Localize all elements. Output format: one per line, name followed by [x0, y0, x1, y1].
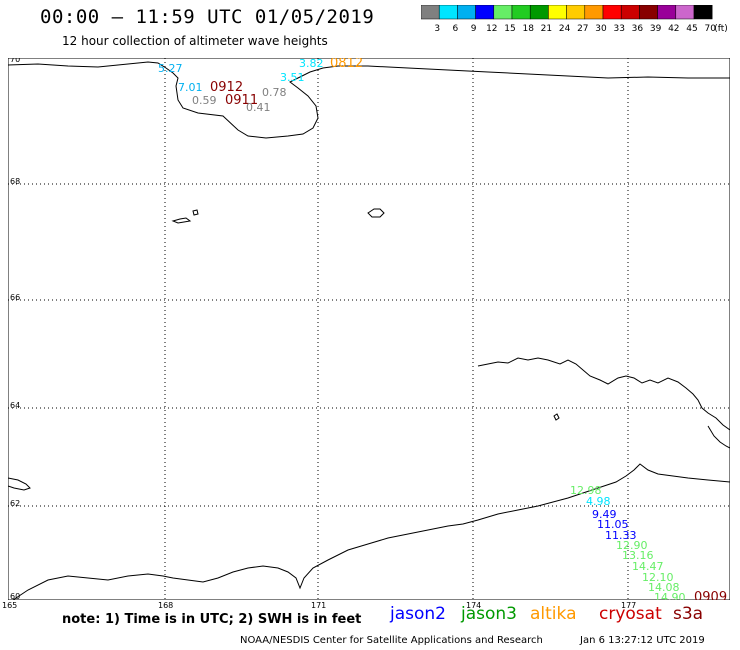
pass-time-label: 0912	[210, 80, 243, 95]
latitude-labels: 70 68 66 64 62 60	[10, 58, 20, 600]
obs-label: 0.41	[246, 101, 271, 114]
wave-height-colorbar: 3 6 9 12 15 18 21 24 27 30 33 36 39 42 45 70(ft)	[421, 5, 728, 34]
obs-label: 11.05	[597, 518, 629, 531]
obs-label: 7.01	[178, 81, 203, 94]
colorbar-swatch	[511, 5, 531, 20]
coastline	[8, 61, 730, 600]
obs-label: 14.47	[632, 560, 664, 573]
colorbar-swatch	[620, 5, 640, 20]
satellite-legend-cryosat: cryosat	[599, 604, 662, 624]
lon-label: 177	[621, 601, 637, 610]
generated-timestamp: Jan 6 13:27:12 UTC 2019	[580, 635, 705, 646]
colorbar-swatch	[602, 5, 622, 20]
colorbar-swatch	[421, 5, 440, 20]
credit-line: NOAA/NESDIS Center for Satellite Applica…	[240, 635, 543, 646]
colorbar-tick-label: 36	[632, 24, 644, 34]
longitude-labels: 165 168 171 174 177	[0, 601, 740, 611]
lat-label: 60	[10, 592, 20, 600]
lat-label: 64	[10, 401, 20, 410]
colorbar-tick-label: 33	[613, 24, 624, 34]
satellite-legend-s3a: s3a	[673, 604, 704, 624]
observations-top: 5.27 7.01 0912 0.59 0911 0.41 0.78 3.51 …	[158, 58, 363, 114]
pass-time-label: 0909	[694, 590, 727, 600]
map-frame	[8, 58, 730, 600]
observations-bottom: 12.98 4.98 9.49 11.05 11.33 12.90 13.16 …	[570, 484, 727, 600]
colorbar-tick-label: 45	[686, 24, 697, 34]
colorbar-tick-label: 12	[486, 24, 497, 34]
colorbar-swatch	[475, 5, 495, 20]
lon-label: 165	[2, 601, 18, 610]
lat-label: 66	[10, 293, 20, 302]
colorbar-tick-label: 27	[577, 24, 588, 34]
colorbar-tick-label: 39	[650, 24, 662, 34]
obs-label: 14.90	[654, 591, 686, 600]
units-note: note: 1) Time is in UTC; 2) SWH is in fe…	[62, 612, 362, 627]
obs-label: 3.82	[299, 58, 324, 70]
satellite-legend-jason3: jason3	[461, 604, 517, 624]
obs-label: 3.51	[280, 71, 305, 84]
pass-time-label: 0911	[225, 93, 258, 108]
colorbar-swatch	[566, 5, 586, 20]
lat-lon-grid	[8, 58, 730, 600]
lat-label: 70	[10, 58, 20, 64]
lat-label: 68	[10, 177, 20, 186]
obs-label: 13.16	[622, 549, 654, 562]
colorbar-tick-label: 3	[434, 24, 440, 34]
colorbar-swatch	[584, 5, 604, 20]
obs-label: 12.90	[616, 539, 648, 552]
obs-label: 14.08	[648, 581, 680, 594]
obs-label: 11.33	[605, 529, 637, 542]
colorbar-swatch	[639, 5, 658, 20]
obs-label: 4.98	[586, 495, 611, 508]
colorbar-swatch	[657, 5, 677, 20]
colorbar-tick-label: 18	[522, 24, 534, 34]
obs-label: 9.49	[592, 508, 617, 521]
map-title: 00:00 – 11:59 UTC 01/05/2019	[40, 6, 375, 28]
lat-label: 62	[10, 499, 20, 508]
satellite-legend-jason2: jason2	[390, 604, 446, 624]
colorbar-tick-label: 30	[595, 24, 607, 34]
colorbar-swatch	[548, 5, 567, 20]
obs-label: 12.98	[570, 484, 602, 497]
colorbar-swatch	[529, 5, 549, 20]
colorbar-tick-label: 42	[668, 24, 679, 34]
obs-label: 5.27	[158, 62, 183, 75]
colorbar-swatch	[693, 5, 713, 20]
altimeter-map: 5.27 7.01 0912 0.59 0911 0.41 0.78 3.51 …	[8, 58, 730, 600]
lon-label: 174	[466, 601, 482, 610]
map-subtitle: 12 hour collection of altimeter wave hei…	[62, 34, 328, 48]
colorbar-tick-label: 6	[453, 24, 459, 34]
colorbar-swatch	[493, 5, 513, 20]
colorbar-swatch	[438, 5, 458, 20]
colorbar-tick-label: 70	[704, 24, 716, 34]
lon-label: 168	[158, 601, 174, 610]
obs-label: 0.78	[262, 86, 287, 99]
pass-time-label: 0812	[330, 58, 363, 71]
colorbar-swatch	[457, 5, 476, 20]
satellite-legend-altika: altika	[530, 604, 577, 624]
obs-label: 12.10	[642, 571, 674, 584]
lon-label: 171	[311, 601, 327, 610]
colorbar-tick-label: 21	[541, 24, 552, 34]
colorbar-unit-label: (ft)	[714, 24, 728, 34]
colorbar-tick-label: 9	[471, 24, 477, 34]
colorbar-tick-label: 15	[504, 24, 515, 34]
obs-label: 0.59	[192, 94, 217, 107]
colorbar-swatch	[675, 5, 695, 20]
colorbar-tick-label: 24	[559, 24, 571, 34]
